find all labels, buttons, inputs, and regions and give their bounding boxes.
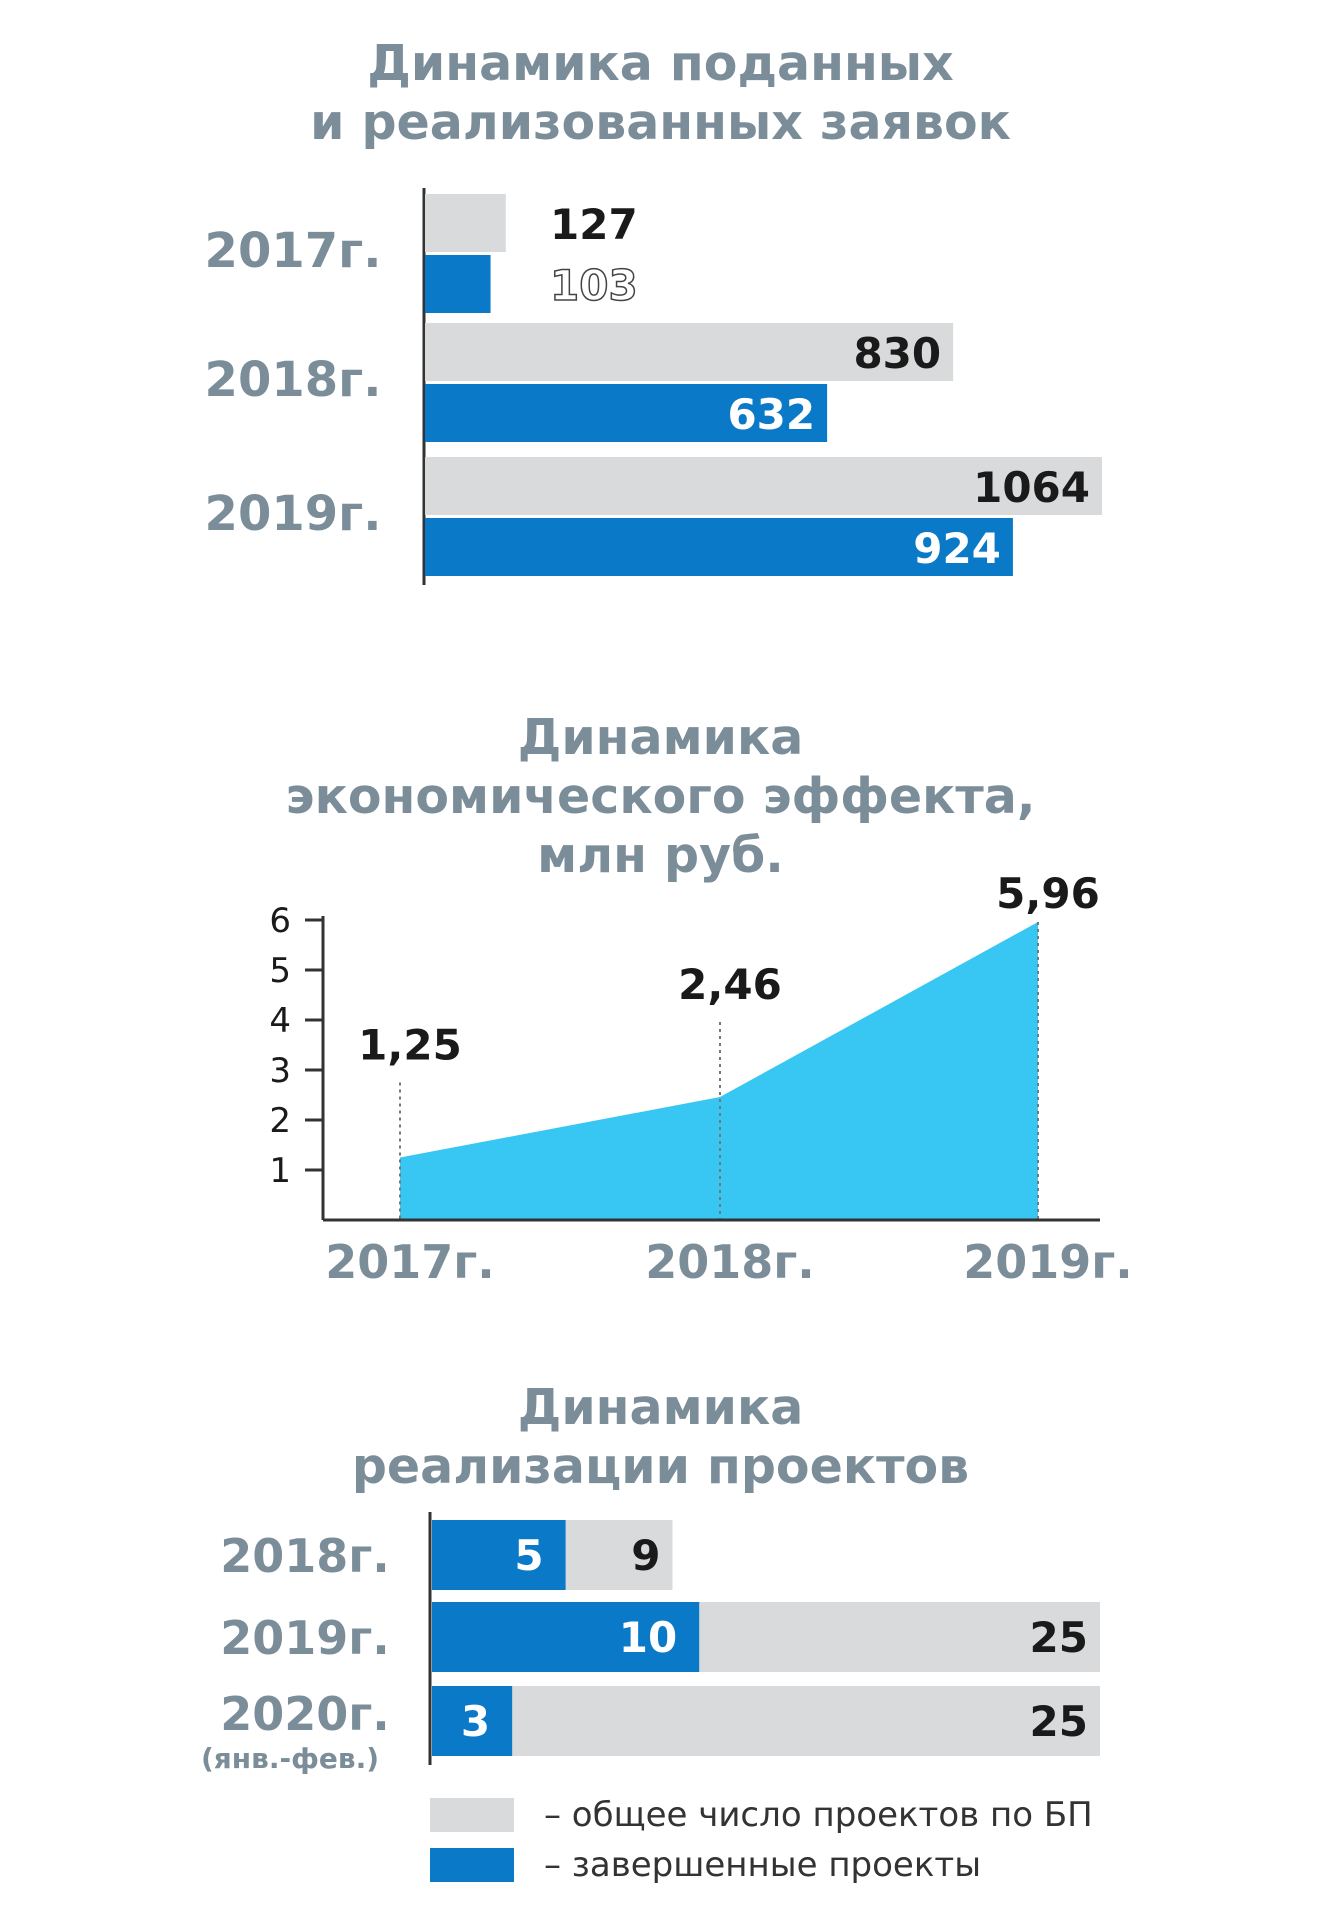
- chart3-value-total: 25: [1030, 1613, 1088, 1662]
- legend-item-total: – общее число проектов по БП: [430, 1790, 1093, 1840]
- chart3-value-total: 25: [1030, 1697, 1088, 1746]
- chart3-title: Динамика реализации проектов: [0, 1378, 1321, 1496]
- chart1-bar-total: [425, 194, 506, 252]
- chart3-bar-completed: [432, 1686, 513, 1756]
- legend-swatch-completed: [430, 1848, 514, 1882]
- chart1-value-completed: 103: [550, 261, 638, 310]
- chart2-y-tick-label: 6: [269, 901, 291, 941]
- applications-bar-chart: 2017г. 127 103 2018г. 830 632 2019г. 1064 924: [205, 188, 1102, 585]
- chart3-bar-completed: [432, 1602, 700, 1672]
- legend-label-completed: – завершенные проекты: [544, 1845, 982, 1885]
- projects-bar-chart: 2018г. 9 5 2019г. 25 10 2020г.(янв.-фев.) 25 3: [201, 1512, 1100, 1775]
- chart2-y-tick-label: 2: [269, 1101, 291, 1141]
- chart2-title-line1: Динамика: [517, 709, 804, 766]
- chart2-title: Динамика экономического эффекта, млн руб…: [0, 708, 1321, 885]
- chart1-category-label: 2019г.: [205, 486, 382, 542]
- chart2-x-tick-label: 2017г.: [325, 1235, 495, 1289]
- chart1-title-line2: и реализованных заявок: [310, 94, 1011, 151]
- chart2-data-label: 1,25: [358, 1021, 462, 1070]
- chart1-title: Динамика поданных и реализованных заявок: [0, 34, 1321, 152]
- chart2-x-tick-label: 2018г.: [645, 1235, 815, 1289]
- chart2-y-tick-label: 4: [269, 1001, 291, 1041]
- legend: – общее число проектов по БП – завершенн…: [430, 1790, 1093, 1890]
- chart2-data-label: 5,96: [996, 869, 1100, 918]
- chart3-bar-total: [432, 1686, 1100, 1756]
- chart3-bar-completed: [432, 1520, 566, 1590]
- chart1-bar-completed: [425, 255, 491, 313]
- chart1-bar-total: [425, 323, 954, 381]
- chart2-title-line2: экономического эффекта,: [285, 768, 1036, 825]
- chart1-value-total: 1064: [973, 463, 1090, 512]
- chart1-category-label: 2017г.: [205, 223, 382, 279]
- chart2-y-tick-label: 3: [269, 1051, 291, 1091]
- chart3-title-line1: Динамика: [517, 1379, 804, 1436]
- chart1-value-total: 127: [550, 200, 638, 249]
- chart3-value-completed: 10: [619, 1613, 677, 1662]
- chart3-category-note: (янв.-фев.): [201, 1742, 379, 1775]
- chart3-value-completed: 5: [514, 1531, 543, 1580]
- chart2-title-line3: млн руб.: [537, 827, 784, 884]
- economic-effect-area-chart: 1,25 2017г. 2,46 2018г. 5,96 2019г. 1 2 3 4 5 6: [269, 869, 1133, 1289]
- chart1-category-label: 2018г.: [205, 352, 382, 408]
- chart1-value-completed: 632: [727, 390, 815, 439]
- legend-label-total: – общее число проектов по БП: [544, 1795, 1093, 1835]
- chart2-area: [400, 922, 1038, 1220]
- chart2-x-tick-label: 2019г.: [963, 1235, 1133, 1289]
- chart3-title-line2: реализации проектов: [351, 1438, 970, 1495]
- chart1-bar-total: [425, 457, 1102, 515]
- chart2-y-tick-label: 5: [269, 951, 291, 991]
- legend-item-completed: – завершенные проекты: [430, 1840, 1093, 1890]
- chart3-category-label: 2018г.: [220, 1529, 390, 1583]
- chart2-y-tick-label: 1: [269, 1151, 291, 1191]
- chart1-title-line1: Динамика поданных: [367, 35, 954, 92]
- chart1-value-total: 830: [853, 329, 941, 378]
- chart1-value-completed: 924: [913, 524, 1001, 573]
- chart3-value-completed: 3: [461, 1697, 490, 1746]
- chart3-category-label: 2019г.: [220, 1611, 390, 1665]
- chart1-bar-completed: [425, 518, 1013, 576]
- legend-swatch-total: [430, 1798, 514, 1832]
- chart2-data-label: 2,46: [678, 960, 782, 1009]
- chart1-bar-completed: [425, 384, 828, 442]
- chart3-category-label: 2020г.: [220, 1687, 390, 1741]
- chart3-value-total: 9: [631, 1531, 660, 1580]
